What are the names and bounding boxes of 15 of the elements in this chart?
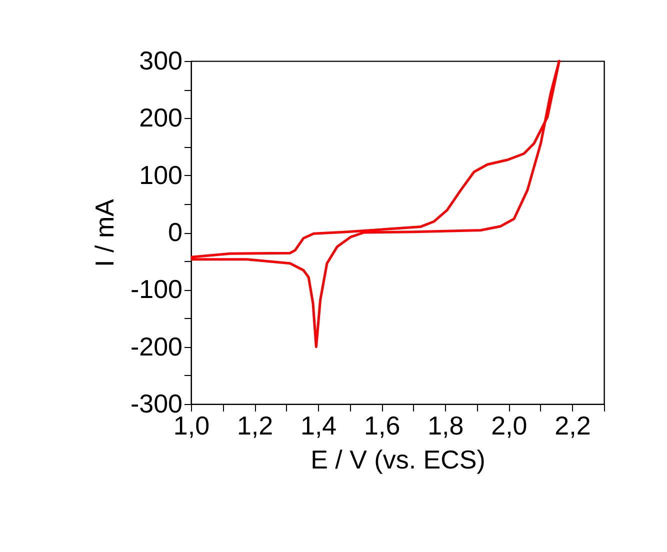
x-tick-label: 1,8 — [428, 410, 464, 440]
y-tick-label: -200 — [130, 331, 182, 362]
y-tick-label: -100 — [130, 274, 182, 304]
y-tick-label: 200 — [139, 102, 182, 133]
line-series — [190, 60, 560, 348]
y-tick-label: 0 — [168, 217, 182, 247]
x-tick-label: 2,0 — [491, 410, 528, 440]
x-tick-label: 1,4 — [300, 410, 337, 440]
x-axis-title: E / V (vs. ECS) — [310, 444, 486, 474]
y-tick-label: 300 — [139, 46, 182, 76]
y-axis-title: I / mA — [89, 198, 120, 267]
x-tick-label: 1,6 — [364, 410, 400, 440]
y-tick-label: 100 — [139, 160, 182, 190]
x-tick-label: 1,2 — [236, 410, 274, 440]
x-tick-label: 2,2 — [554, 410, 591, 440]
